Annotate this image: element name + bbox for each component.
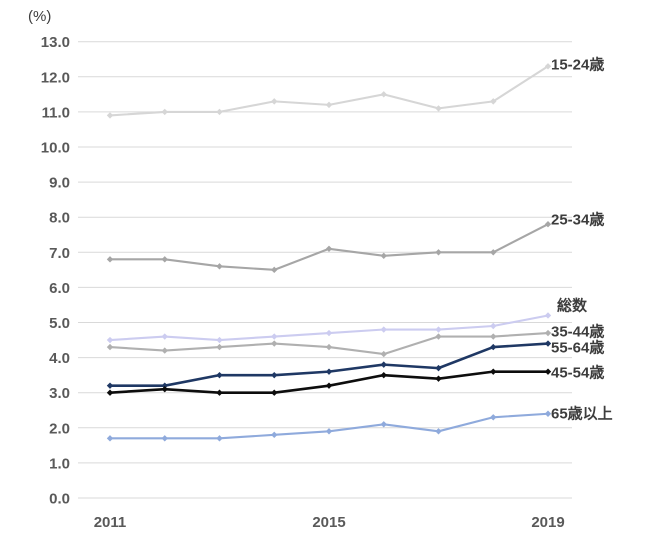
- marker-age-15-24: [435, 105, 442, 112]
- marker-age-45-54: [544, 368, 552, 375]
- marker-age-25-34: [435, 249, 442, 256]
- marker-age-25-34: [325, 245, 333, 252]
- series-label-age-55-64: 55-64歳: [551, 339, 605, 357]
- series-label-age-35-44: 35-44歳: [551, 323, 605, 341]
- marker-age-25-34: [106, 256, 114, 263]
- marker-total: [271, 333, 278, 340]
- y-axis-unit-label: (%): [28, 8, 52, 25]
- marker-age-45-54: [380, 371, 387, 379]
- marker-age-55-64: [544, 340, 552, 347]
- y-tick-label: 6.0: [49, 280, 70, 297]
- y-tick-label: 12.0: [41, 69, 70, 86]
- y-tick-label: 5.0: [49, 315, 70, 332]
- marker-total: [161, 333, 168, 340]
- marker-age-45-54: [435, 375, 442, 382]
- marker-total: [106, 336, 114, 344]
- marker-age-25-34: [271, 266, 278, 274]
- y-tick-label: 10.0: [41, 140, 70, 157]
- marker-age-65-plus: [325, 428, 333, 435]
- marker-age-65-plus: [271, 431, 278, 439]
- marker-age-65-plus: [161, 435, 168, 442]
- y-tick-label: 3.0: [49, 385, 70, 402]
- marker-age-15-24: [380, 91, 387, 98]
- y-tick-label: 1.0: [49, 455, 70, 472]
- marker-total: [325, 329, 333, 337]
- y-tick-label: 9.0: [49, 175, 70, 192]
- marker-age-25-34: [380, 252, 387, 260]
- y-tick-label: 13.0: [41, 34, 70, 51]
- marker-age-15-24: [161, 108, 168, 116]
- marker-age-35-44: [544, 329, 552, 337]
- marker-age-45-54: [490, 368, 497, 375]
- y-tick-label: 7.0: [49, 245, 70, 262]
- marker-age-45-54: [271, 389, 278, 396]
- series-label-age-15-24: 15-24歳: [551, 56, 605, 74]
- marker-age-55-64: [216, 371, 223, 379]
- series-line-age-65-plus: [108, 412, 550, 440]
- marker-age-15-24: [271, 98, 278, 105]
- y-tick-label: 8.0: [49, 210, 70, 227]
- marker-age-35-44: [380, 350, 387, 358]
- marker-age-55-64: [271, 371, 278, 379]
- marker-age-45-54: [106, 389, 114, 396]
- marker-age-55-64: [161, 382, 168, 389]
- marker-age-25-34: [161, 256, 168, 263]
- series-label-age-25-34: 25-34歳: [551, 211, 605, 229]
- marker-age-25-34: [490, 249, 497, 256]
- marker-age-65-plus: [490, 414, 497, 421]
- y-tick-label: 2.0: [49, 420, 70, 437]
- marker-age-45-54: [161, 385, 168, 393]
- marker-age-65-plus: [544, 410, 552, 417]
- marker-total: [435, 326, 442, 333]
- marker-age-55-64: [325, 368, 333, 375]
- marker-age-35-44: [490, 333, 497, 340]
- series-label-age-45-54: 45-54歳: [551, 364, 605, 382]
- marker-age-55-64: [106, 382, 114, 389]
- marker-age-35-44: [435, 333, 442, 340]
- marker-age-65-plus: [435, 428, 442, 435]
- marker-age-65-plus: [380, 421, 387, 428]
- marker-age-25-34: [544, 221, 552, 228]
- marker-age-35-44: [271, 340, 278, 347]
- x-tick-label: 2019: [531, 514, 564, 531]
- marker-total: [216, 336, 223, 344]
- marker-age-15-24: [216, 108, 223, 116]
- marker-age-35-44: [161, 347, 168, 354]
- marker-total: [490, 322, 497, 330]
- marker-total: [380, 326, 387, 333]
- marker-age-45-54: [325, 382, 333, 389]
- y-tick-label: 4.0: [49, 350, 70, 367]
- marker-age-65-plus: [216, 435, 223, 442]
- marker-total: [544, 312, 552, 319]
- series-label-age-65-plus: 65歳以上: [551, 405, 613, 423]
- marker-age-25-34: [216, 263, 223, 270]
- series-label-total: 総数: [557, 297, 588, 315]
- marker-age-35-44: [106, 343, 114, 351]
- marker-age-15-24: [106, 112, 114, 119]
- marker-age-55-64: [490, 343, 497, 351]
- y-tick-label: 0.0: [49, 491, 70, 508]
- marker-age-15-24: [325, 101, 333, 109]
- marker-age-15-24: [544, 63, 552, 70]
- x-tick-label: 2015: [312, 514, 345, 531]
- marker-age-15-24: [490, 98, 497, 105]
- marker-age-45-54: [216, 389, 223, 396]
- marker-age-55-64: [380, 361, 387, 368]
- x-tick-label: 2011: [94, 514, 127, 531]
- y-tick-label: 11.0: [42, 104, 70, 121]
- marker-age-35-44: [216, 343, 223, 351]
- marker-age-65-plus: [106, 435, 114, 442]
- marker-age-35-44: [325, 343, 333, 351]
- marker-age-55-64: [435, 364, 442, 372]
